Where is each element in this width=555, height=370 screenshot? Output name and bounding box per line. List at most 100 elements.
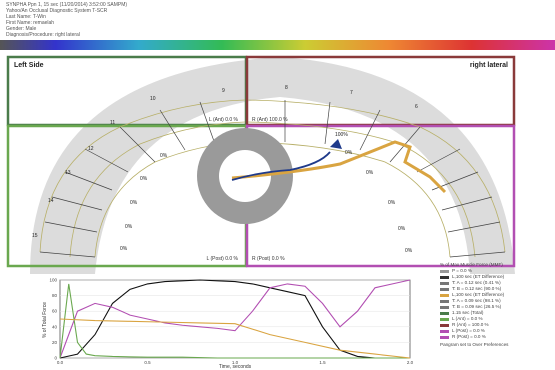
x-axis-label: Time, seconds: [219, 364, 252, 370]
left-tooth-dividers: [39, 101, 216, 258]
y-tick-label: 40: [52, 324, 58, 329]
x-tick-label: 0.5: [144, 360, 151, 365]
force-color-scale-bar: [0, 40, 555, 50]
right-lateral-label: right lateral: [470, 62, 508, 69]
right-zero-label-2: 0%: [366, 170, 374, 176]
header-line-1: SYNPHA Ppn 1, 15 sec (11/20/2014) 3:52:0…: [6, 2, 128, 8]
force-trajectory-line: [231, 140, 447, 194]
tooth-number-upper-5: 6: [415, 104, 418, 110]
header-line-3: Last Name: T-Win: [6, 14, 46, 20]
legend-label: L,100 sec (ET Difference): [452, 274, 505, 279]
y-axis-label: % of Total Force: [42, 302, 48, 338]
chart-frame: [59, 279, 411, 359]
legend-swatch: [440, 281, 449, 285]
header-line-5: Gender: Male: [6, 26, 37, 32]
left-posterior-force-label: L (Post) 0.0 %: [207, 256, 239, 262]
tooth-number-upper-1: 10: [150, 96, 156, 102]
x-tick-label: 0.0: [57, 360, 64, 365]
tooth-number-upper-3: 8: [285, 85, 288, 91]
left-anterior-force-label: L (Ant) 0.0 %: [209, 117, 239, 123]
legend-swatch: [440, 311, 449, 315]
legend-entry: T: B = 0.12 sec (90.0 %): [440, 286, 552, 292]
occlusal-arch-view: Left Side right lateral L (Ant) 0.0 % R …: [0, 52, 555, 274]
x-tick-label: 2.0: [407, 360, 414, 365]
y-tick-label: 20: [52, 340, 58, 345]
y-ticks: 100 80 60 40 20 0: [49, 278, 57, 361]
legend-entry: R (Post) = 0.0 %: [440, 334, 552, 340]
legend-swatch: [440, 317, 449, 321]
legend-swatch: [440, 323, 449, 327]
x-ticks: 0.0 0.5 1.0 1.5 2.0: [57, 360, 414, 365]
x-tick-label: 1.0: [232, 360, 239, 365]
series-lines: [59, 279, 411, 359]
header-line-6: Diagnosis/Procedure: right lateral: [6, 32, 80, 38]
header-line-2: Yahoo/An Occlusal Diagnostic System T-SC…: [6, 8, 108, 14]
tooth-number-left-3: 13: [65, 170, 71, 176]
legend-swatch: [440, 269, 449, 273]
legend-entry: P = 0.0 %: [440, 268, 552, 274]
legend-entry: T: A = 0.09 sec (98.1 %): [440, 298, 552, 304]
legend-swatch: [440, 305, 449, 309]
series-line-1: [59, 279, 410, 359]
legend-label: T: B = 0.09 sec (26.5 %): [452, 304, 502, 309]
cof-path-line: [231, 151, 331, 181]
legend-label: T: A = 0.09 sec (98.1 %): [452, 298, 501, 303]
legend-swatch: [440, 299, 449, 303]
legend-entry: R (Ant) = 100.0 %: [440, 322, 552, 328]
tooth-number-left-1: 11: [110, 120, 115, 126]
legend-title: % of Max Muscle Force (MMF): [440, 262, 503, 267]
legend-entry: L,100 sec (ET Difference): [440, 274, 552, 280]
chart-grid: [60, 279, 410, 359]
legend-entry: T: A = 0.12 sec (0.41 %): [440, 280, 552, 286]
tooth-number-left-5: 15: [32, 233, 38, 239]
tooth-number-left-2: 12: [88, 146, 94, 152]
legend-label: T: A = 0.12 sec (0.41 %): [452, 280, 501, 285]
right-zero-label-4: 0%: [398, 226, 406, 232]
series-line-2: [59, 279, 411, 359]
right-anterior-force-label: R (Ant) 100.0 %: [252, 117, 288, 123]
legend-footer: Pangram set to Over Preferences: [440, 342, 509, 347]
y-tick-label: 80: [52, 293, 58, 298]
tooth-number-upper-2: 9: [222, 88, 225, 94]
percent-marker-label: 100%: [335, 132, 348, 138]
legend-label: L (Ant) = 0.0 %: [452, 316, 483, 321]
cof-marker-icon: [330, 139, 342, 149]
tooth-number-upper-4: 7: [350, 90, 353, 96]
force-vs-time-chart: 100 80 60 40 20 0 0.0 0.5 1.0 1.5 2.0 % of Total …: [42, 278, 414, 370]
legend-entry: L (Post) = 0.0 %: [440, 328, 552, 334]
y-tick-label: 100: [49, 278, 57, 283]
legend-entry: 1.15 sec (Total): [440, 310, 552, 316]
y-tick-label: 60: [52, 309, 58, 314]
left-zero-label-1: 0%: [160, 153, 168, 159]
legend-label: R (Ant) = 100.0 %: [452, 322, 489, 327]
x-tick-label: 1.5: [319, 360, 326, 365]
legend-label: L (Post) = 0.0 %: [452, 328, 485, 333]
legend-entry: L (Ant) = 0.0 %: [440, 316, 552, 322]
left-zero-label-3: 0%: [130, 200, 138, 206]
legend-entry: L,100 sec (ET Difference): [440, 292, 552, 298]
left-zero-label-5: 0%: [120, 246, 128, 252]
header-text-block: SYNPHA Ppn 1, 15 sec (11/20/2014) 3:52:0…: [6, 2, 336, 38]
legend-swatch: [440, 275, 449, 279]
right-zero-label-3: 0%: [388, 200, 396, 206]
right-zero-label-1: 0%: [345, 150, 353, 156]
legend-swatch: [440, 329, 449, 333]
right-posterior-force-label: R (Post) 0.0 %: [252, 256, 285, 262]
legend-swatch: [440, 287, 449, 291]
y-tick-label: 0: [54, 356, 57, 361]
legend-label: P = 0.0 %: [452, 268, 472, 273]
legend-label: T: B = 0.12 sec (90.0 %): [452, 286, 502, 291]
chart-legend: % of Max Muscle Force (MMF) P = 0.0 % L,1…: [440, 262, 552, 348]
legend-label: 1.15 sec (Total): [452, 310, 484, 315]
series-line-3: [59, 283, 410, 359]
tooth-number-left-4: 14: [48, 198, 54, 204]
series-line-4: [59, 318, 411, 359]
legend-swatch: [440, 335, 449, 339]
legend-label: R (Post) = 0.0 %: [452, 334, 486, 339]
left-zero-label-2: 0%: [140, 176, 148, 182]
left-zero-label-4: 0%: [125, 224, 133, 230]
right-zero-label-5: 0%: [405, 248, 413, 254]
legend-swatch: [440, 293, 449, 297]
legend-label: L,100 sec (ET Difference): [452, 292, 505, 297]
right-tooth-dividers: [284, 100, 506, 258]
